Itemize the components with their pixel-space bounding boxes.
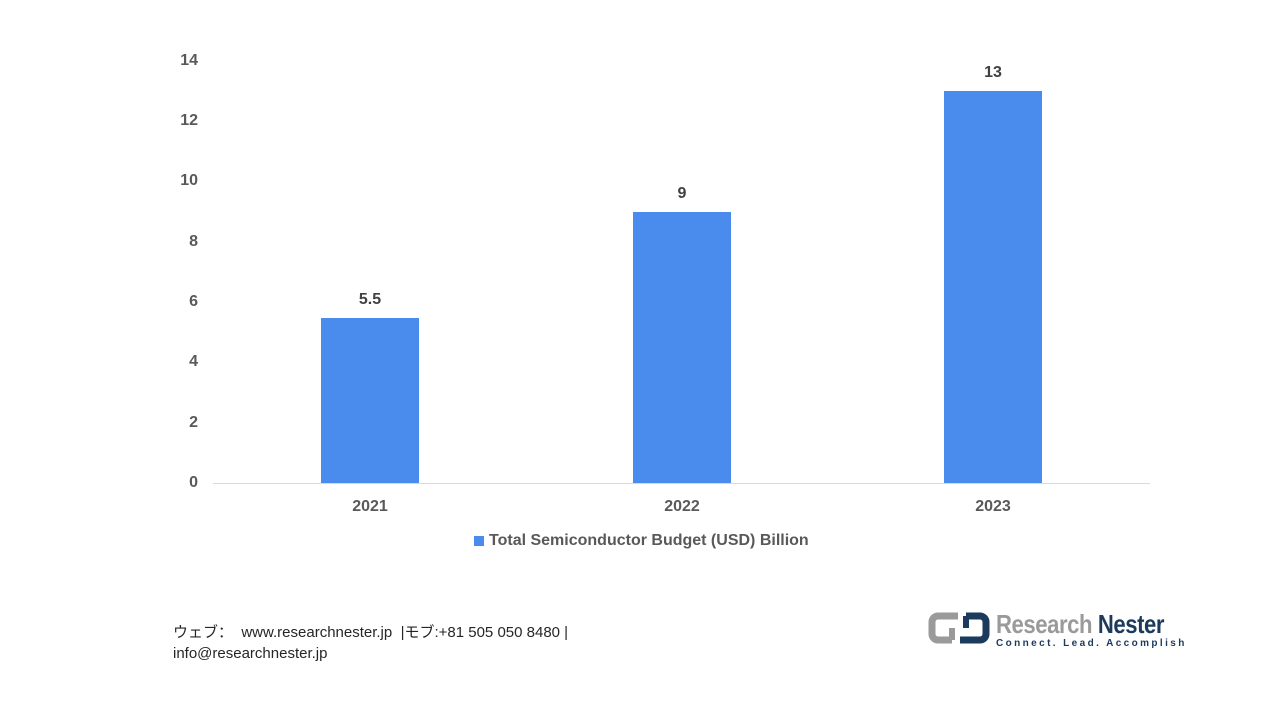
y-tick-label: 4 bbox=[189, 353, 198, 370]
contact-footer: ウェブ： www.researchnester.jp |モブ:+81 505 0… bbox=[173, 622, 568, 664]
legend: Total Semiconductor Budget (USD) Billion bbox=[474, 532, 809, 550]
contact-line-web-phone: ウェブ： www.researchnester.jp |モブ:+81 505 0… bbox=[173, 624, 569, 641]
data-label: 9 bbox=[677, 185, 687, 202]
contact-email: info@researchnester.jp bbox=[173, 645, 328, 662]
y-tick-label: 6 bbox=[189, 293, 198, 310]
bar-2021 bbox=[321, 318, 419, 483]
y-tick-label: 10 bbox=[180, 172, 198, 189]
x-axis-line bbox=[213, 483, 1150, 484]
bar-2022 bbox=[633, 212, 731, 483]
bar-chart: 0 2 4 6 8 10 12 14 5.5 9 13 2021 2022 20… bbox=[180, 52, 1150, 550]
logo-mark-icon bbox=[928, 610, 990, 646]
y-tick-label: 8 bbox=[189, 233, 198, 250]
bar-2023 bbox=[944, 91, 1042, 483]
y-tick-label: 0 bbox=[189, 474, 198, 491]
research-nester-logo: Research Nester Connect. Lead. Accomplis… bbox=[928, 610, 1194, 649]
legend-label: Total Semiconductor Budget (USD) Billion bbox=[489, 532, 809, 549]
logo-tagline: Connect. Lead. Accomplish bbox=[996, 638, 1187, 649]
y-tick-label: 2 bbox=[189, 414, 198, 431]
x-tick-label: 2023 bbox=[975, 498, 1011, 515]
x-tick-label: 2022 bbox=[664, 498, 700, 515]
x-tick-label: 2021 bbox=[352, 498, 388, 515]
y-tick-label: 12 bbox=[180, 112, 198, 129]
legend-swatch-icon bbox=[474, 536, 484, 546]
y-tick-label: 14 bbox=[180, 52, 198, 69]
data-label: 5.5 bbox=[358, 291, 382, 308]
data-label: 13 bbox=[984, 64, 1002, 81]
logo-wordmark: Research Nester bbox=[996, 609, 1165, 639]
